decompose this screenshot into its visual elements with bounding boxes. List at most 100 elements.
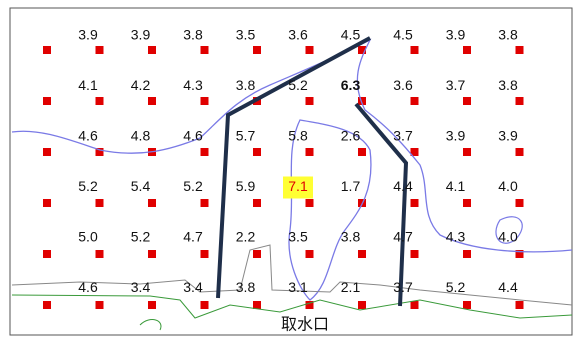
grid-value: 3.8: [498, 77, 518, 93]
sample-point: [148, 301, 156, 309]
sample-point: [515, 250, 524, 258]
grid-value: 5.2: [78, 178, 98, 194]
sample-point: [200, 46, 209, 54]
grid-value: 3.9: [446, 27, 466, 43]
grid-value: 4.6: [78, 128, 98, 144]
sample-point: [43, 148, 51, 156]
grid-value: 6.3: [341, 77, 361, 93]
sample-point: [515, 199, 524, 207]
highlight: [283, 176, 313, 199]
sample-point: [148, 250, 156, 258]
grid-value: 3.6: [393, 77, 413, 93]
sample-point: [358, 250, 366, 258]
grid-value: 3.1: [288, 279, 308, 295]
grid-value: 3.4: [131, 279, 151, 295]
grid-value: 4.4: [498, 279, 518, 295]
grid-value: 3.8: [183, 27, 203, 43]
grid-value: 3.4: [183, 279, 203, 295]
sample-point: [200, 250, 209, 258]
sample-point: [95, 46, 104, 54]
sample-point: [305, 301, 314, 309]
grid-value: 5.0: [78, 229, 98, 245]
sample-point: [95, 97, 104, 105]
sample-point: [358, 97, 366, 105]
grid-value: 4.7: [183, 229, 203, 245]
grid-value: 4.7: [393, 229, 413, 245]
grid-value: 4.5: [393, 27, 413, 43]
grid-value: 3.9: [498, 128, 518, 144]
grid-value: 2.6: [341, 128, 361, 144]
sample-point: [148, 199, 156, 207]
sample-point: [305, 250, 314, 258]
grid-value: 3.6: [288, 27, 308, 43]
grid-value: 2.2: [236, 229, 256, 245]
shoreline: [11, 244, 573, 306]
sample-point: [305, 148, 314, 156]
sample-point: [358, 301, 366, 309]
grid-value: 3.9: [446, 128, 466, 144]
sample-point: [43, 46, 51, 54]
grid-value: 4.4: [393, 178, 413, 194]
sample-point: [43, 250, 51, 258]
sample-point: [305, 46, 314, 54]
sample-point: [463, 250, 471, 258]
grid-value: 3.8: [498, 27, 518, 43]
grid-value: 4.8: [131, 128, 151, 144]
grid-value: 2.1: [341, 279, 361, 295]
sample-point: [43, 301, 51, 309]
sample-point: [463, 97, 471, 105]
sample-point: [463, 148, 471, 156]
grid-value: 3.7: [446, 77, 466, 93]
sample-point: [463, 46, 471, 54]
grid-value: 3.8: [236, 77, 256, 93]
grid-value: 4.3: [446, 229, 466, 245]
sample-point: [358, 46, 366, 54]
grid-value: 4.5: [341, 27, 361, 43]
sample-point: [148, 97, 156, 105]
grid-value: 5.9: [236, 178, 256, 194]
sample-point: [410, 199, 419, 207]
shoreline: [139, 319, 162, 331]
sample-point: [95, 199, 104, 207]
grid-value: 4.0: [498, 178, 518, 194]
sample-point: [95, 301, 104, 309]
sample-point: [410, 148, 419, 156]
sample-point: [253, 46, 261, 54]
grid-value: 5.2: [446, 279, 466, 295]
shoreline: [11, 294, 573, 319]
sample-point: [43, 199, 51, 207]
sample-point: [200, 97, 209, 105]
sample-point: [305, 97, 314, 105]
boundary-line: [216, 36, 371, 299]
sample-point: [463, 301, 471, 309]
contour: [288, 119, 372, 301]
grid-value: 5.2: [131, 229, 151, 245]
intake-label: 取水口: [281, 315, 329, 334]
grid-value: 3.8: [236, 279, 256, 295]
grid-value: 5.2: [288, 77, 308, 93]
grid-value: 3.5: [236, 27, 256, 43]
grid-value: 5.2: [183, 178, 203, 194]
sample-point: [253, 250, 261, 258]
sample-point: [410, 250, 419, 258]
sample-point: [200, 301, 209, 309]
sample-point: [305, 199, 314, 207]
contour: [495, 216, 523, 244]
sample-point: [463, 199, 471, 207]
grid-value: 3.8: [341, 229, 361, 245]
grid-value: 3.7: [393, 128, 413, 144]
grid-value: 4.0: [498, 229, 518, 245]
sample-point: [253, 199, 261, 207]
sample-point: [253, 148, 261, 156]
grid-value: 5.4: [131, 178, 151, 194]
boundary-line: [354, 102, 409, 307]
grid-value: 3.9: [131, 27, 151, 43]
sample-point: [410, 301, 419, 309]
sample-point: [200, 148, 209, 156]
grid-value: 1.7: [341, 178, 361, 194]
grid-value: 3.5: [288, 229, 308, 245]
grid-value: 7.1: [288, 178, 308, 194]
grid-value: 4.1: [78, 77, 98, 93]
sample-point: [515, 148, 524, 156]
